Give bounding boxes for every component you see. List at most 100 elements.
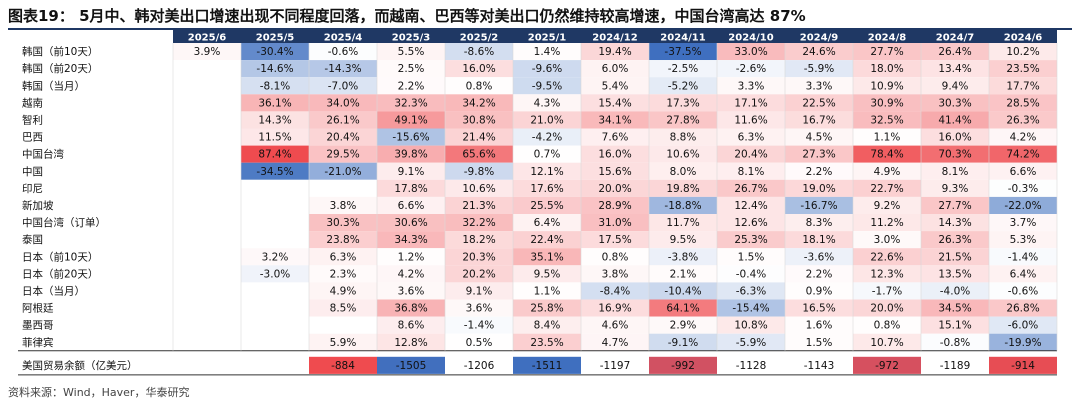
cell-value: -22.0% xyxy=(1004,200,1041,212)
column-header: 2024/9 xyxy=(800,33,838,44)
heatmap-cell xyxy=(377,43,445,61)
heatmap-cell xyxy=(241,111,309,129)
heatmap-cell xyxy=(989,60,1057,78)
cell-value: -2.5% xyxy=(668,63,698,75)
cell-value: 19.0% xyxy=(802,183,835,195)
heatmap-cell xyxy=(785,179,853,197)
heatmap-cell xyxy=(581,282,649,300)
cell-value: 6.4% xyxy=(1010,268,1037,280)
column-header: 2024/11 xyxy=(660,33,705,44)
heatmap-cell xyxy=(649,145,717,163)
heatmap-cell xyxy=(513,179,581,197)
cell-value: 26.3% xyxy=(1006,115,1039,127)
heatmap-cell xyxy=(445,162,513,180)
heatmap-cell xyxy=(921,162,989,180)
cell-value: 2.2% xyxy=(806,166,833,178)
heatmap-cell xyxy=(989,43,1057,61)
heatmap-cell xyxy=(445,179,513,197)
cell-value: 16.0% xyxy=(598,149,631,161)
cell-value: 78.4% xyxy=(870,149,903,161)
balance-value: -1206 xyxy=(464,360,495,372)
heatmap-cell xyxy=(241,77,309,95)
cell-value: 17.1% xyxy=(734,97,767,109)
heatmap-cell xyxy=(309,77,377,95)
heatmap-cell xyxy=(581,299,649,317)
heatmap-cell xyxy=(785,333,853,351)
heatmap-cell xyxy=(649,94,717,112)
cell-value: 8.8% xyxy=(670,132,697,144)
heatmap-cell xyxy=(989,333,1057,351)
heatmap-cell xyxy=(445,128,513,146)
cell-value: -7.0% xyxy=(328,80,358,92)
cell-value: 20.4% xyxy=(326,132,359,144)
cell-value: 74.2% xyxy=(1006,149,1039,161)
heatmap-cell xyxy=(717,179,785,197)
cell-value: 15.1% xyxy=(938,320,971,332)
heatmap-cell xyxy=(853,333,921,351)
cell-value: 49.1% xyxy=(394,115,427,127)
cell-value: 87.4% xyxy=(258,149,291,161)
cell-value: 10.6% xyxy=(666,149,699,161)
heatmap-cell xyxy=(445,265,513,283)
cell-value: 0.9% xyxy=(806,286,833,298)
cell-value: 30.3% xyxy=(326,217,359,229)
balance-cell xyxy=(309,356,377,374)
cell-value: 2.3% xyxy=(330,268,357,280)
cell-value: -4.2% xyxy=(532,132,562,144)
heatmap-cell xyxy=(309,128,377,146)
cell-value: 3.8% xyxy=(602,268,629,280)
cell-value: 10.7% xyxy=(870,337,903,349)
cell-value: -14.3% xyxy=(324,63,361,75)
heatmap-cell xyxy=(989,179,1057,197)
heatmap-cell xyxy=(717,282,785,300)
cell-value: 2.2% xyxy=(806,268,833,280)
cell-value: 25.3% xyxy=(734,234,767,246)
cell-value: 2.9% xyxy=(670,320,697,332)
cell-value: 8.4% xyxy=(534,320,561,332)
cell-value: 6.6% xyxy=(398,200,425,212)
heatmap-cell xyxy=(173,214,241,232)
heatmap-cell xyxy=(581,316,649,334)
heatmap-cell xyxy=(717,145,785,163)
heatmap-cell xyxy=(241,214,309,232)
heatmap-cell xyxy=(581,162,649,180)
cell-value: 20.4% xyxy=(734,149,767,161)
heatmap-cell xyxy=(853,299,921,317)
cell-value: 3.6% xyxy=(398,286,425,298)
cell-value: 1.6% xyxy=(806,320,833,332)
cell-value: 15.4% xyxy=(598,97,631,109)
column-header: 2025/4 xyxy=(324,33,362,44)
heatmap-cell xyxy=(309,333,377,351)
heatmap-cell xyxy=(309,94,377,112)
column-header: 2024/8 xyxy=(868,33,906,44)
heatmap-table: 2025/6 2025/5 2025/4 2025/3 2025/2 2025/1 2024… xyxy=(18,30,1058,376)
cell-value: -2.6% xyxy=(736,63,766,75)
cell-value: 17.7% xyxy=(1006,80,1039,92)
cell-value: 17.5% xyxy=(598,234,631,246)
cell-value: 0.5% xyxy=(466,337,493,349)
row-label: 智利 xyxy=(22,114,43,127)
heatmap-cell xyxy=(173,145,241,163)
cell-value: 32.2% xyxy=(462,217,495,229)
header-background xyxy=(173,30,1057,43)
heatmap-cell xyxy=(717,231,785,249)
heatmap-cell xyxy=(989,94,1057,112)
balance-value: -972 xyxy=(875,360,899,372)
heatmap-cell xyxy=(513,333,581,351)
cell-value: 3.8% xyxy=(330,200,357,212)
heatmap-cell xyxy=(649,299,717,317)
cell-value: 11.6% xyxy=(734,115,767,127)
heatmap-cell xyxy=(717,162,785,180)
cell-value: -4.0% xyxy=(940,286,970,298)
heatmap-cell xyxy=(649,333,717,351)
heatmap-cell xyxy=(989,77,1057,95)
cell-value: 21.5% xyxy=(938,251,971,263)
row-label: 越南 xyxy=(22,96,43,109)
cell-value: -5.9% xyxy=(736,337,766,349)
cell-value: 9.1% xyxy=(466,286,493,298)
heatmap-cell xyxy=(309,214,377,232)
heatmap-cell xyxy=(785,316,853,334)
balance-cell xyxy=(989,356,1057,374)
heatmap-cell xyxy=(513,214,581,232)
heatmap-cell xyxy=(785,128,853,146)
